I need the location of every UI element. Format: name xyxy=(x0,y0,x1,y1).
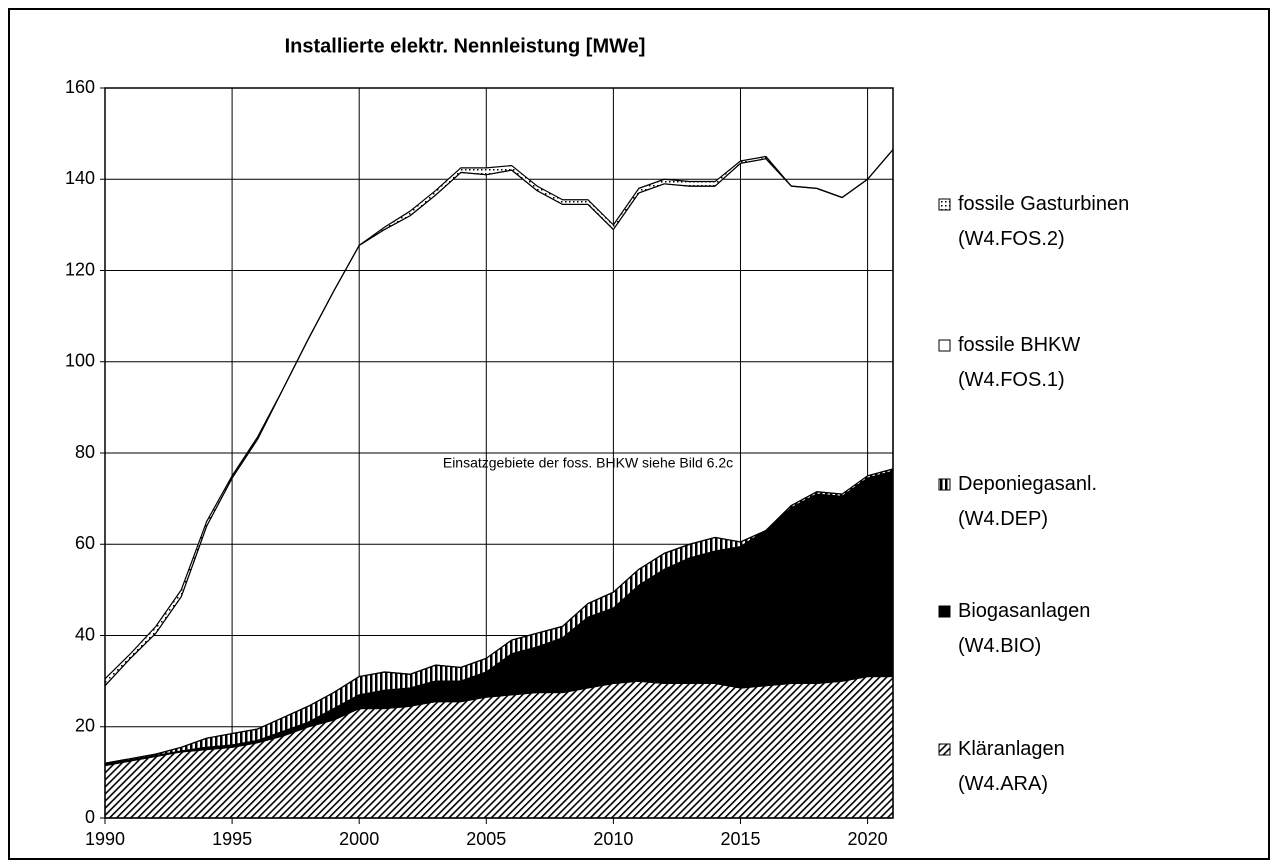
legend-label: Kläranlagen (W4.ARA) xyxy=(958,738,1065,795)
y-tick-label: 20 xyxy=(75,716,95,736)
legend-marker xyxy=(938,339,951,352)
x-tick-label: 2010 xyxy=(593,829,633,849)
legend-label: fossile BHKW (W4.FOS.1) xyxy=(958,334,1081,391)
legend-label: Deponiegasanl. (W4.DEP) xyxy=(958,473,1097,530)
x-tick-label: 1990 xyxy=(85,829,125,849)
plot-frame xyxy=(104,87,894,819)
legend-label: Biogasanlagen (W4.BIO) xyxy=(958,600,1091,657)
y-tick-label: 160 xyxy=(65,77,95,97)
x-tick-label: 2000 xyxy=(339,829,379,849)
x-tick-label: 2015 xyxy=(720,829,760,849)
y-tick-label: 0 xyxy=(85,807,95,827)
y-tick-label: 40 xyxy=(75,624,95,644)
y-tick-label: 60 xyxy=(75,533,95,553)
legend-marker xyxy=(938,198,951,211)
chart-title: Installierte elektr. Nennleistung [MWe] xyxy=(285,35,646,57)
y-tick-label: 140 xyxy=(65,168,95,188)
legend-label: fossile Gasturbinen (W4.FOS.2) xyxy=(958,193,1130,250)
y-tick-label: 80 xyxy=(75,442,95,462)
annotation: Einsatzgebiete der foss. BHKW siehe Bild… xyxy=(443,455,733,471)
area xyxy=(104,148,894,687)
legend-marker xyxy=(938,605,951,618)
y-tick-label: 100 xyxy=(65,351,95,371)
x-tick-label: 1995 xyxy=(212,829,252,849)
x-tick-label: 2005 xyxy=(466,829,506,849)
legend-marker xyxy=(938,478,951,491)
page-border xyxy=(8,8,1270,860)
legend-marker xyxy=(938,743,951,756)
x-tick-label: 2020 xyxy=(848,829,888,849)
y-tick-label: 120 xyxy=(65,259,95,279)
